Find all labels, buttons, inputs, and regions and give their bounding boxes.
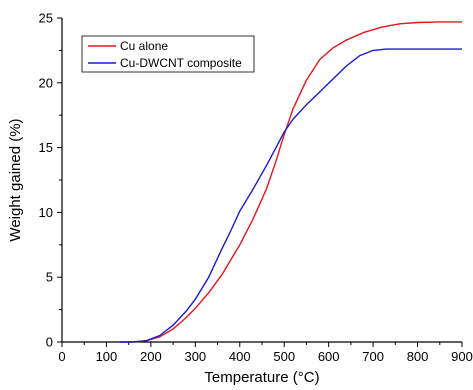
y-tick-label: 5 — [46, 270, 53, 285]
y-tick-label: 25 — [39, 11, 53, 26]
x-axis-label: Temperature (°C) — [204, 369, 319, 386]
series-line-2 — [119, 48, 462, 343]
y-tick-label: 0 — [46, 335, 53, 350]
x-tick-label: 600 — [318, 349, 340, 364]
y-axis-label: Weight gained (%) — [7, 118, 24, 241]
y-axis: 0 5 10 15 20 25 — [39, 11, 62, 350]
x-tick-label: 400 — [229, 349, 251, 364]
legend-box — [81, 35, 255, 73]
x-axis: 0 100 200 300 400 500 600 700 800 900 — [58, 342, 473, 364]
y-tick-label: 10 — [39, 205, 53, 220]
x-tick-label: 900 — [451, 349, 473, 364]
y-tick-label: 15 — [39, 140, 53, 155]
x-tick-label: 800 — [407, 349, 429, 364]
x-tick-label: 300 — [184, 349, 206, 364]
legend-label: Cu-DWCNT composite — [120, 56, 242, 70]
y-tick-label: 20 — [39, 75, 53, 90]
x-tick-label: 100 — [96, 349, 118, 364]
legend-label: Cu alone — [120, 39, 168, 53]
series-line-1 — [119, 21, 462, 343]
x-tick-label: 700 — [362, 349, 384, 364]
x-tick-label: 0 — [58, 349, 65, 364]
series-layer — [119, 21, 462, 343]
legend: Cu alone Cu-DWCNT composite — [81, 35, 255, 73]
x-tick-label: 200 — [140, 349, 162, 364]
x-tick-label: 500 — [273, 349, 295, 364]
